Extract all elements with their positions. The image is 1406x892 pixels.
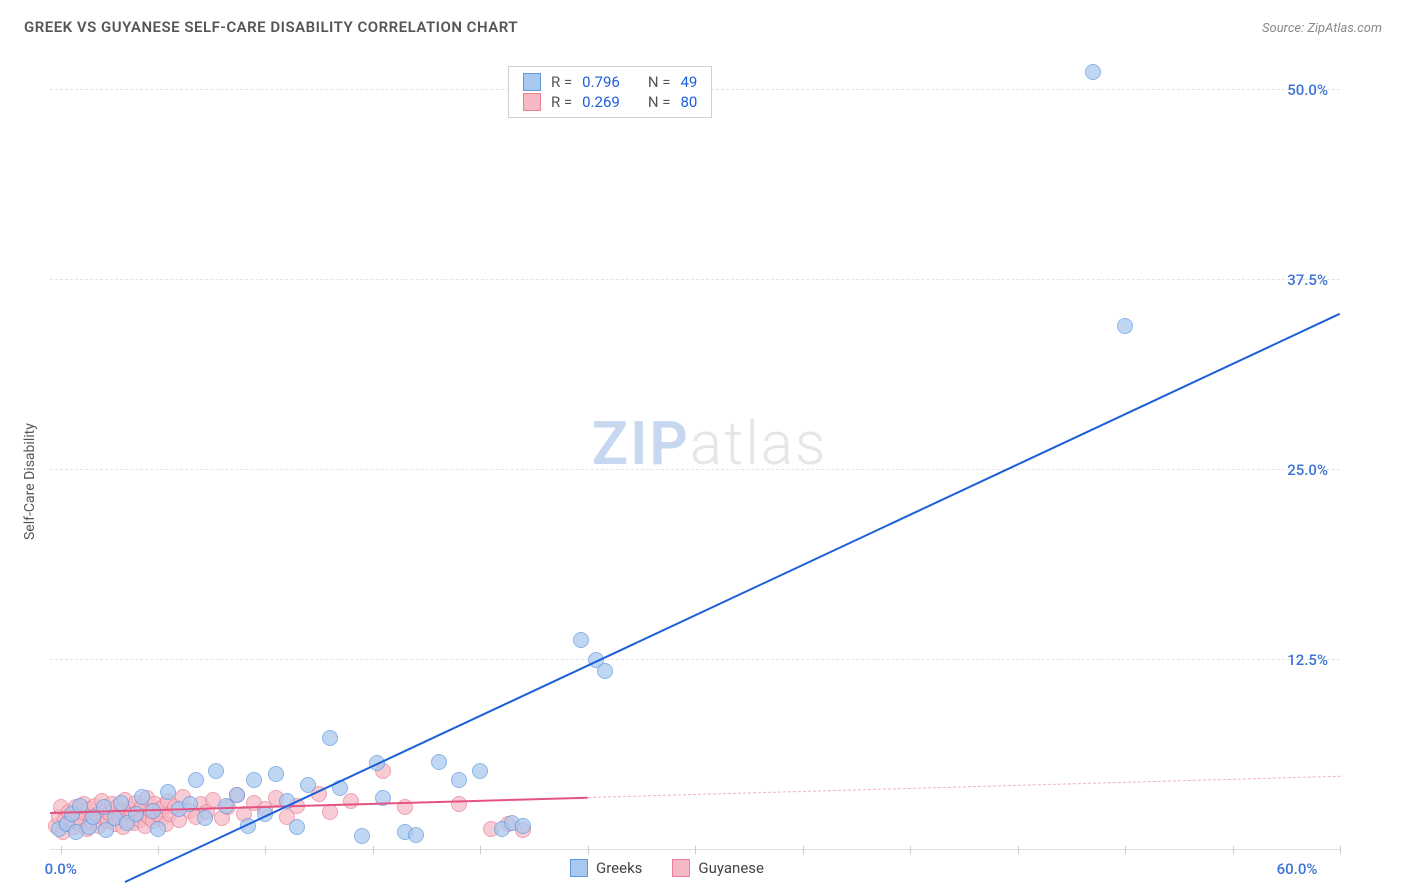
x-tick	[803, 846, 804, 854]
legend-swatch	[672, 859, 690, 877]
data-point	[128, 806, 144, 822]
chart-header: GREEK VS GUYANESE SELF-CARE DISABILITY C…	[24, 18, 1382, 36]
y-tick-label: 37.5%	[1287, 271, 1328, 289]
gridline	[50, 469, 1340, 470]
data-point	[322, 804, 338, 820]
x-tick	[910, 846, 911, 854]
source-attribution: Source: ZipAtlas.com	[1262, 21, 1382, 36]
data-point	[300, 777, 316, 793]
x-tick	[695, 846, 696, 854]
trend-line	[587, 776, 1340, 798]
data-point	[289, 819, 305, 835]
data-point	[1117, 318, 1133, 334]
trend-line	[125, 313, 1341, 883]
legend-r-label: R =	[551, 73, 572, 91]
legend-n-value: 80	[680, 93, 697, 111]
data-point	[150, 821, 166, 837]
y-tick-label: 25.0%	[1287, 461, 1328, 479]
legend-item-guyanese: Guyanese	[672, 859, 764, 877]
x-tick	[480, 846, 481, 854]
legend-label: Guyanese	[698, 859, 764, 877]
data-point	[208, 763, 224, 779]
correlation-legend: R = 0.796 N = 49 R = 0.269 N = 80	[508, 66, 712, 118]
data-point	[408, 827, 424, 843]
data-point	[451, 796, 467, 812]
legend-swatch	[523, 93, 541, 111]
legend-n-label: N =	[648, 73, 671, 91]
data-point	[134, 789, 150, 805]
y-axis-label: Self-Care Disability	[22, 423, 38, 540]
x-tick	[588, 846, 589, 854]
y-tick-label: 12.5%	[1287, 651, 1328, 669]
gridline	[50, 279, 1340, 280]
x-tick	[1018, 846, 1019, 854]
data-point	[431, 754, 447, 770]
x-tick	[1340, 846, 1341, 854]
chart-title: GREEK VS GUYANESE SELF-CARE DISABILITY C…	[24, 18, 518, 36]
legend-row-guyanese: R = 0.269 N = 80	[523, 92, 697, 112]
scatter-plot: 12.5%25.0%37.5%50.0%0.0%60.0%ZIPatlas	[50, 60, 1340, 850]
data-point	[246, 772, 262, 788]
data-point	[451, 772, 467, 788]
x-tick	[265, 846, 266, 854]
legend-swatch	[523, 73, 541, 91]
legend-n-label: N =	[648, 93, 671, 111]
legend-item-greeks: Greeks	[570, 859, 642, 877]
data-point	[573, 632, 589, 648]
data-point	[354, 828, 370, 844]
x-tick	[373, 846, 374, 854]
x-tick	[158, 846, 159, 854]
data-point	[197, 810, 213, 826]
legend-r-value: 0.796	[582, 73, 620, 91]
legend-r-label: R =	[551, 93, 572, 111]
data-point	[343, 793, 359, 809]
x-tick	[1233, 846, 1234, 854]
x-tick	[1125, 846, 1126, 854]
source-label: Source:	[1262, 21, 1307, 36]
data-point	[322, 730, 338, 746]
data-point	[229, 787, 245, 803]
legend-label: Greeks	[596, 859, 642, 877]
watermark: ZIPatlas	[592, 408, 828, 479]
gridline	[50, 659, 1340, 660]
data-point	[515, 818, 531, 834]
data-point	[160, 784, 176, 800]
data-point	[597, 663, 613, 679]
data-point	[188, 772, 204, 788]
legend-n-value: 49	[680, 73, 697, 91]
x-tick-label: 60.0%	[1277, 860, 1318, 878]
legend-swatch	[570, 859, 588, 877]
x-tick-label: 0.0%	[45, 860, 77, 878]
data-point	[1085, 64, 1101, 80]
source-name: ZipAtlas.com	[1307, 21, 1382, 36]
y-tick-label: 50.0%	[1287, 81, 1328, 99]
data-point	[472, 763, 488, 779]
x-tick	[61, 846, 62, 854]
legend-r-value: 0.269	[582, 93, 620, 111]
data-point	[113, 795, 129, 811]
series-legend: Greeks Guyanese	[570, 859, 764, 877]
legend-row-greeks: R = 0.796 N = 49	[523, 72, 697, 92]
data-point	[268, 766, 284, 782]
